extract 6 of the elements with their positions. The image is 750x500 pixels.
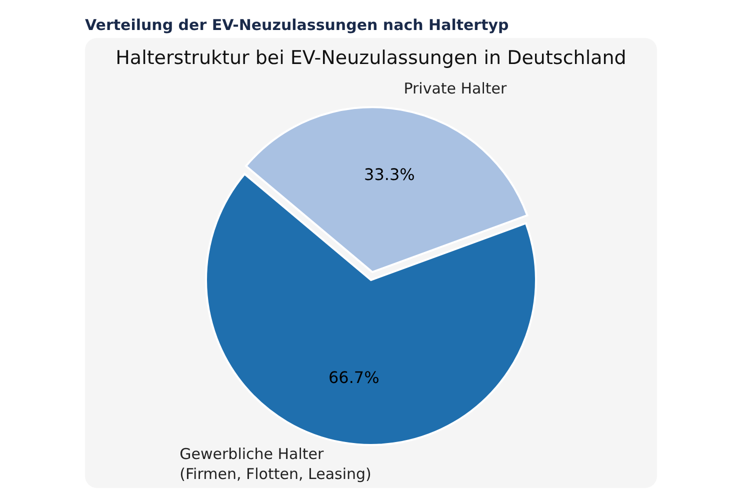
- slice-label: Gewerbliche Halter (Firmen, Flotten, Leasing): [180, 444, 372, 483]
- chart-title: Verteilung der EV-Neuzulassungen nach Haltertyp: [85, 16, 510, 34]
- data-label: 66.7%: [328, 368, 380, 388]
- data-label: 33.3%: [364, 165, 415, 184]
- slice-label: Private Halter: [404, 79, 508, 98]
- chart-subtitle: Halterstruktur bei EV-Neuzulassungen in Deutschland: [116, 47, 626, 69]
